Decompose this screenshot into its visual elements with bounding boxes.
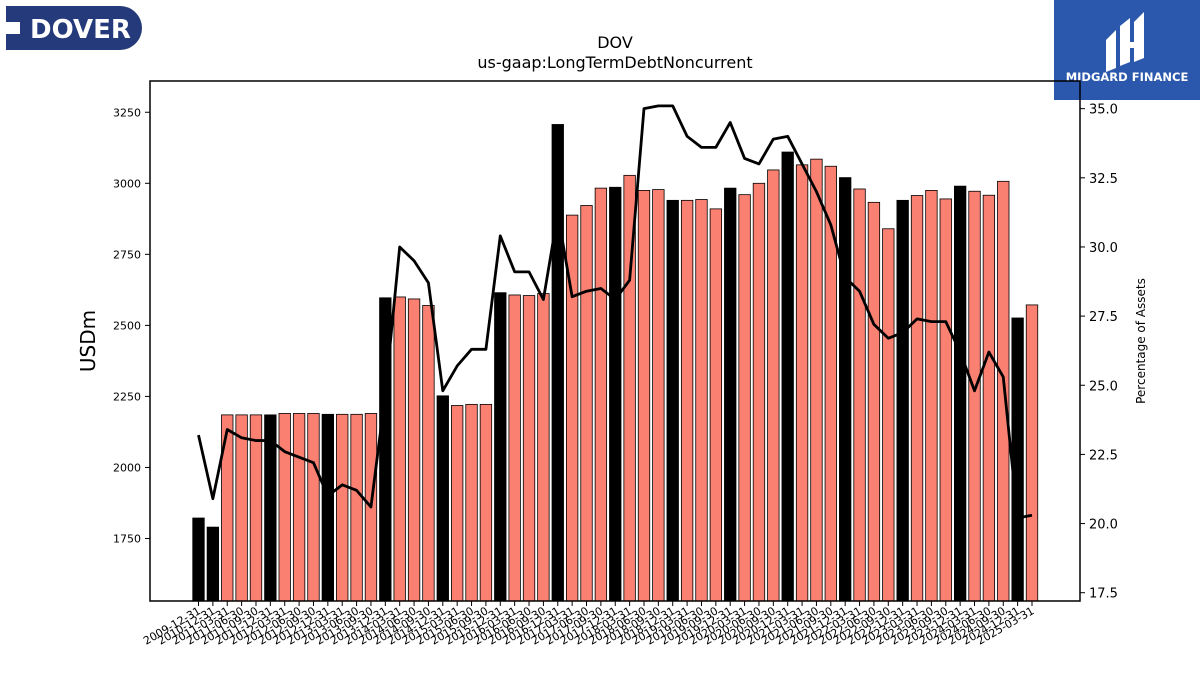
bar-2010-12-31 [206,526,220,602]
line-series [197,104,1033,520]
bar-2021-06-30 [810,158,823,602]
bar-2023-09-30 [939,198,952,602]
bar-2019-03-31 [680,199,694,602]
dover-logo: DOVER [6,6,142,50]
chart-subtitle: us-gaap:LongTermDebtNoncurrent [477,53,752,72]
bar-2017-09-30 [594,187,608,602]
bar-2012-12-31 [321,413,334,602]
bar-2011-09-30 [249,414,263,602]
midgard-emblem-icon [1106,12,1144,72]
bar-2024-12-31 [1011,317,1024,602]
bar-2022-06-30 [867,201,881,602]
y2-tick-label-3: 25.0 [1089,379,1118,394]
bar-2015-12-31 [494,292,507,602]
bar-2018-06-30 [637,189,651,602]
y2-tick-label-4: 27.5 [1089,310,1118,325]
bar-2015-03-31 [451,405,464,602]
bar-2024-09-30 [997,180,1010,602]
bar-2019-09-30 [709,208,722,602]
bar-2024-03-31 [968,190,981,602]
bar-2011-06-30 [235,414,248,602]
bar-2016-03-31 [508,294,521,602]
y2-tick-label-6: 32.5 [1089,172,1118,187]
bar-2018-09-30 [652,189,665,602]
y-tick-label-3000: 3000 [113,177,141,190]
y-tick-label-1750: 1750 [113,532,141,545]
bar-2015-09-30 [479,403,493,602]
y2-tick-label-7: 35.0 [1089,103,1118,118]
bar-2014-06-30 [407,298,421,602]
bar-2013-03-31 [336,413,349,602]
dover-logo-text: DOVER [30,15,131,45]
y-tick-label-2750: 2750 [113,248,141,261]
bar-2014-09-30 [422,305,435,602]
y2-tick-label-2: 22.5 [1089,448,1118,463]
x-axis: 2009-12-312010-12-312011-03-312011-06-30… [141,601,1037,648]
bar-2019-12-31 [724,187,737,602]
bar-2014-03-31 [393,296,406,602]
bar-2019-06-30 [695,199,708,602]
chart-title: DOV [597,33,633,52]
bar-2012-03-31 [278,413,291,602]
y2-tick-label-0: 17.5 [1089,587,1118,602]
bar-2023-03-31 [910,195,924,602]
bar-2024-06-30 [982,194,996,602]
bar-2016-12-31 [551,124,564,602]
bar-2015-06-30 [465,403,478,602]
bar-2021-03-31 [795,164,809,602]
bar-2023-12-31 [954,185,967,602]
bar-2020-03-31 [738,194,751,602]
y-tick-label-2500: 2500 [113,319,141,332]
y2-axis-label: Percentage of Assets [1134,278,1148,404]
bar-2016-06-30 [522,295,536,602]
bar-2020-06-30 [752,182,766,602]
bar-2021-09-30 [824,165,837,602]
bar-2020-12-31 [781,151,794,602]
y2-tick-label-5: 30.0 [1089,241,1118,256]
midgard-finance-logo: MIDGARD FINANCE [1054,0,1200,100]
y-tick-label-3250: 3250 [113,106,141,119]
bar-2022-09-30 [882,228,895,602]
bar-2013-06-30 [350,413,363,602]
y-axis-left: 1750 2000 2250 2500 2750 3000 3250 [113,106,150,545]
bar-2022-12-31 [896,199,909,602]
y-axis-right: 17.5 20.0 22.5 25.0 27.5 30.0 32.5 35.0 [1080,103,1118,602]
dover-logo-shape [6,6,142,50]
bar-2021-12-31 [839,177,852,602]
y-axis-label: USDm [76,310,100,372]
dover-logo-notch [6,22,20,34]
bar-2009-12-31 [192,517,205,602]
bar-2017-06-30 [580,205,593,602]
bar-2016-09-30 [537,293,550,602]
bar-series [192,124,1039,602]
y-tick-label-2000: 2000 [113,461,141,474]
midgard-logo-text: MIDGARD FINANCE [1066,70,1189,84]
bar-2012-09-30 [307,413,320,602]
y-tick-label-2250: 2250 [113,390,141,403]
bar-2014-12-31 [436,395,449,602]
bar-2025-03-31 [1025,304,1039,602]
bar-2020-09-30 [767,169,780,602]
bar-2012-06-30 [292,413,306,602]
percentage-of-assets-line [197,104,1033,520]
bar-2017-12-31 [609,186,622,602]
bar-2023-06-30 [925,189,938,602]
y2-tick-label-1: 20.0 [1089,518,1118,533]
bar-2022-03-31 [853,188,866,602]
bar-2018-12-31 [666,199,679,602]
